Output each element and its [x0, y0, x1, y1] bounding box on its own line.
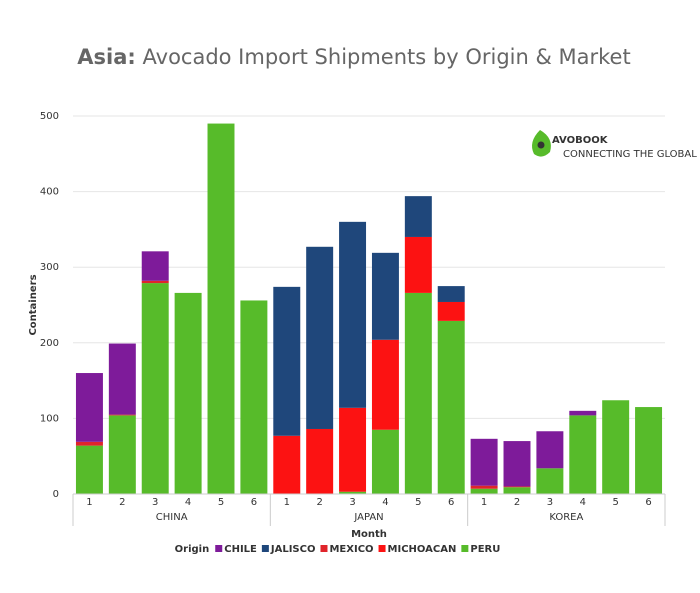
bar-segment — [602, 400, 630, 494]
legend-label: JALISCO — [270, 544, 316, 555]
bar-segment — [240, 300, 268, 494]
x-tick-label: 5 — [415, 497, 421, 508]
bar-segment — [339, 221, 367, 408]
bar-segment — [75, 445, 103, 494]
legend-swatch — [378, 545, 386, 552]
bar-segment — [371, 252, 399, 340]
bar-segment — [108, 343, 136, 415]
legend-swatch — [215, 545, 223, 552]
bar-segment — [536, 431, 564, 469]
x-tick-label: 6 — [251, 497, 257, 508]
bar-segment — [75, 373, 103, 442]
y-tick-label: 200 — [40, 338, 59, 349]
bar-segment — [536, 468, 564, 494]
bar-segment — [371, 339, 399, 430]
x-tick-label: 2 — [316, 497, 322, 508]
x-tick-label: 3 — [349, 497, 355, 508]
bar-segment — [174, 292, 202, 494]
bar-segment — [569, 415, 597, 494]
group-label: JAPAN — [353, 512, 383, 523]
x-tick-label: 1 — [284, 497, 290, 508]
bar-segment — [141, 251, 169, 281]
title-lead: Asia: — [77, 45, 136, 69]
bar-segment — [470, 488, 498, 494]
bar-segment — [339, 491, 367, 494]
bar-segment — [437, 286, 465, 302]
y-tick-label: 100 — [40, 413, 59, 424]
bar-segment — [371, 429, 399, 494]
bar-segment — [207, 123, 235, 494]
title-text: Avocado Import Shipments by Origin & Mar… — [143, 45, 631, 69]
logo-tagline: CONNECTING THE GLOBAL AVOCADO MARKET — [563, 149, 700, 160]
legend-label: PERU — [470, 544, 500, 555]
x-tick-label: 5 — [612, 497, 618, 508]
legend-swatch — [261, 545, 269, 552]
bar-segment — [306, 428, 334, 494]
x-tick-label: 5 — [218, 497, 224, 508]
bar-segment — [470, 438, 498, 486]
logo-pit — [537, 141, 545, 149]
bar-segment — [108, 414, 136, 416]
logo: AVOBOOK CONNECTING THE GLOBAL AVOCADO MA… — [532, 130, 700, 160]
bar-segment — [404, 236, 432, 293]
bar-segment — [503, 487, 531, 494]
bar-segment — [470, 485, 498, 489]
x-tick-label: 6 — [448, 497, 454, 508]
y-tick-label: 500 — [40, 111, 59, 122]
x-axis-title: Month — [351, 529, 387, 540]
legend-swatch — [461, 545, 469, 552]
logo-name: AVOBOOK — [552, 135, 609, 146]
x-tick-label: 1 — [481, 497, 487, 508]
bar-segment — [635, 407, 663, 494]
legend-swatch — [320, 545, 328, 552]
bar-segment — [273, 286, 301, 436]
bar-segment — [503, 486, 531, 488]
legend-label: MEXICO — [329, 544, 373, 555]
bar-segment — [141, 283, 169, 494]
x-tick-label: 3 — [152, 497, 158, 508]
bar-segment — [404, 292, 432, 494]
legend-title: Origin — [175, 544, 210, 555]
y-tick-label: 0 — [53, 489, 59, 500]
x-tick-label: 4 — [382, 497, 388, 508]
x-tick-label: 4 — [580, 497, 586, 508]
bar-segment — [141, 280, 169, 284]
x-tick-label: 4 — [185, 497, 191, 508]
bar-segment — [437, 320, 465, 494]
bar-segment — [108, 415, 136, 494]
x-tick-label: 1 — [86, 497, 92, 508]
bar-segment — [404, 196, 432, 237]
x-tick-label: 2 — [514, 497, 520, 508]
bar-segment — [306, 246, 334, 429]
x-tick-label: 3 — [547, 497, 553, 508]
chart-title: Asia: Avocado Import Shipments by Origin… — [77, 45, 630, 69]
x-tick-label: 6 — [645, 497, 651, 508]
group-label: KOREA — [549, 512, 583, 523]
bar-segment — [569, 410, 597, 416]
bar-segment — [503, 441, 531, 487]
group-label: CHINA — [156, 512, 188, 523]
legend-label: CHILE — [224, 544, 257, 555]
bar-segment — [437, 301, 465, 321]
x-tick-label: 2 — [119, 497, 125, 508]
y-axis-title: Containers — [28, 274, 39, 335]
y-tick-label: 400 — [40, 187, 59, 198]
bar-segment — [75, 441, 103, 446]
legend-label: MICHOACAN — [388, 544, 457, 555]
y-tick-label: 300 — [40, 262, 59, 273]
bar-segment — [339, 407, 367, 492]
bar-segment — [273, 435, 301, 494]
